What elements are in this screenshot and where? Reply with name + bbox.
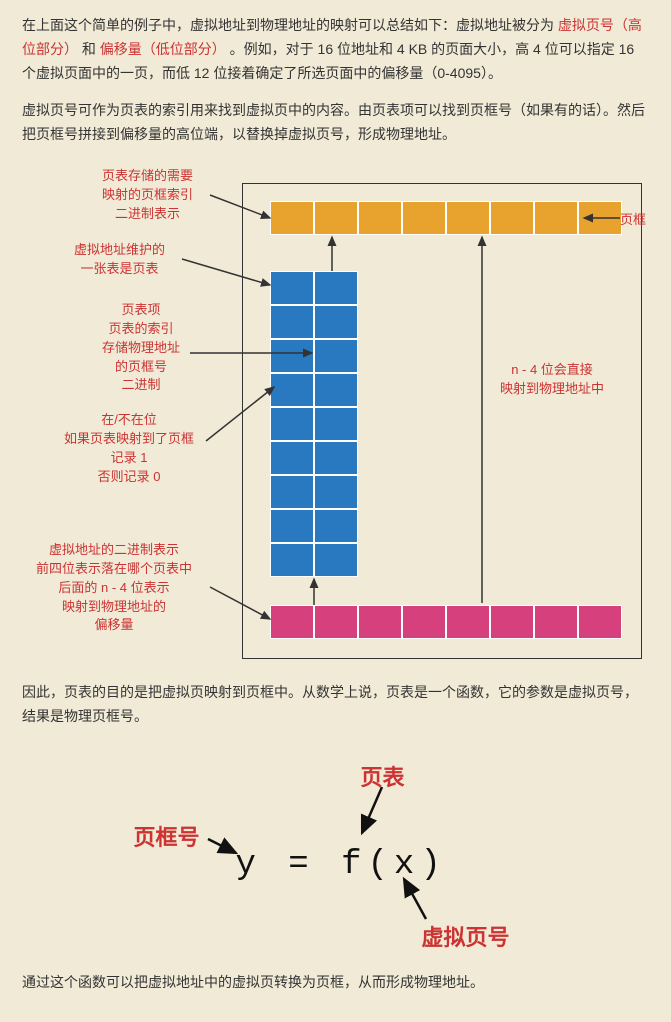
pt-cell <box>314 441 358 475</box>
frame-cell <box>358 201 402 235</box>
frame-cell <box>314 201 358 235</box>
ann-virtual-addr: 虚拟地址的二进制表示 前四位表示落在哪个页表中 后面的 n - 4 位表示 映射… <box>36 541 192 635</box>
ann-page-entry: 页表项 页表的索引 存储物理地址 的页框号 二进制 <box>102 301 180 395</box>
pt-cell <box>314 339 358 373</box>
vaddr-cell <box>402 605 446 639</box>
table-row <box>270 441 358 475</box>
pt-cell <box>314 475 358 509</box>
page-frame-row <box>270 201 622 235</box>
virtual-addr-row <box>270 605 622 639</box>
label-virtual-no: 虚拟页号 <box>422 919 510 956</box>
ann-page-table: 虚拟地址维护的 一张表是页表 <box>74 241 165 279</box>
ann-right-frame: 页框 <box>620 211 646 230</box>
pt-cell <box>314 271 358 305</box>
table-row <box>270 305 358 339</box>
frame-cell <box>534 201 578 235</box>
label-frame-no: 页框号 <box>134 819 200 856</box>
pt-cell <box>270 339 314 373</box>
vaddr-cell <box>490 605 534 639</box>
table-row <box>270 271 358 305</box>
pt-cell <box>314 305 358 339</box>
pt-cell <box>314 373 358 407</box>
pt-cell <box>270 475 314 509</box>
vaddr-cell <box>358 605 402 639</box>
pt-cell <box>314 543 358 577</box>
ann-right-offset: n - 4 位会直接 映射到物理地址中 <box>500 361 604 399</box>
pt-cell <box>314 407 358 441</box>
formula-diagram: 页表 页框号 虚拟页号 y = f(x) <box>126 759 546 949</box>
formula-text: y = f(x) <box>236 837 447 895</box>
table-row <box>270 407 358 441</box>
pt-cell <box>270 305 314 339</box>
pt-cell <box>270 271 314 305</box>
p1d: 偏移量（低位部分） <box>100 41 226 57</box>
p1c: 和 <box>78 41 100 57</box>
vaddr-cell <box>446 605 490 639</box>
label-page-table: 页表 <box>361 759 405 796</box>
table-row <box>270 339 358 373</box>
table-row <box>270 509 358 543</box>
p1a: 在上面这个简单的例子中，虚拟地址到物理地址的映射可以总结如下：虚拟地址被分为 <box>22 17 558 33</box>
frame-cell <box>270 201 314 235</box>
table-row <box>270 475 358 509</box>
pt-cell <box>270 543 314 577</box>
frame-cell <box>578 201 622 235</box>
page-table-diagram: 页表存储的需要 映射的页框索引 二进制表示 虚拟地址维护的 一张表是页表 页表项… <box>22 161 649 671</box>
frame-cell <box>490 201 534 235</box>
pt-cell <box>270 373 314 407</box>
para-4: 通过这个函数可以把虚拟地址中的虚拟页转换为页框，从而形成物理地址。 <box>22 971 649 995</box>
frame-cell <box>402 201 446 235</box>
vaddr-cell <box>578 605 622 639</box>
pt-cell <box>270 407 314 441</box>
ann-present-bit: 在/不在位 如果页表映射到了页框 记录 1 否则记录 0 <box>64 411 194 486</box>
page-table-grid <box>270 271 358 577</box>
frame-cell <box>446 201 490 235</box>
vaddr-cell <box>314 605 358 639</box>
ann-frame-index: 页表存储的需要 映射的页框索引 二进制表示 <box>102 167 193 224</box>
table-row <box>270 373 358 407</box>
pt-cell <box>270 509 314 543</box>
pt-cell <box>270 441 314 475</box>
vaddr-cell <box>270 605 314 639</box>
para-2: 虚拟页号可作为页表的索引用来找到虚拟页中的内容。由页表项可以找到页框号（如果有的… <box>22 99 649 147</box>
vaddr-cell <box>534 605 578 639</box>
pt-cell <box>314 509 358 543</box>
para-1: 在上面这个简单的例子中，虚拟地址到物理地址的映射可以总结如下：虚拟地址被分为 虚… <box>22 14 649 85</box>
table-row <box>270 543 358 577</box>
para-3: 因此，页表的目的是把虚拟页映射到页框中。从数学上说，页表是一个函数，它的参数是虚… <box>22 681 649 729</box>
